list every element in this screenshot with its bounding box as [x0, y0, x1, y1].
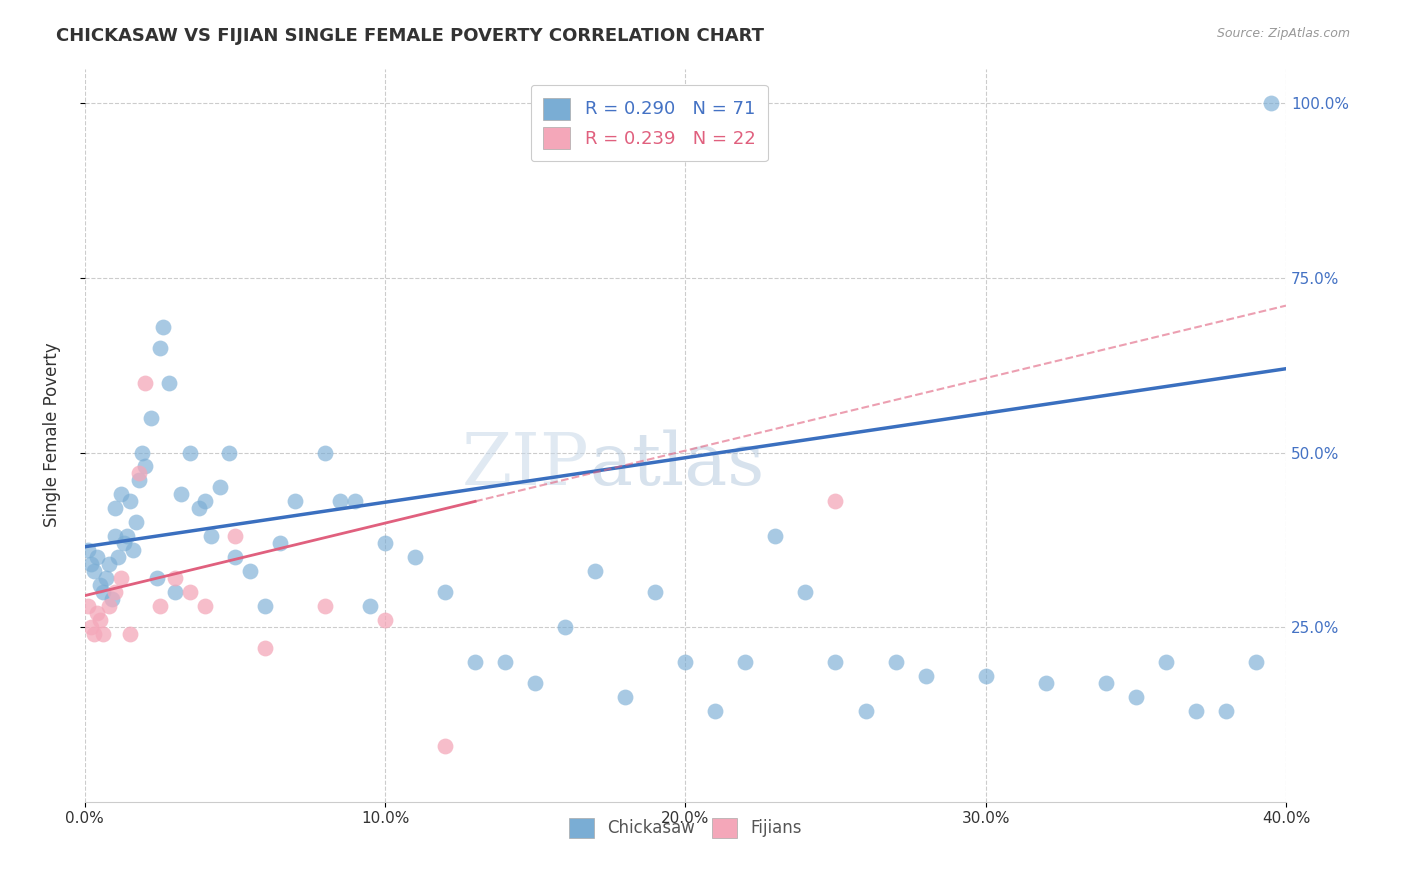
Point	[200, 529, 222, 543]
Point	[100, 592, 122, 607]
Point	[673, 655, 696, 669]
Legend: Chickasaw, Fijians: Chickasaw, Fijians	[562, 811, 808, 845]
Point	[554, 620, 576, 634]
Point	[89, 613, 111, 627]
Point	[253, 640, 276, 655]
Point	[218, 445, 240, 459]
Point	[208, 480, 231, 494]
Point	[104, 501, 127, 516]
Point	[374, 536, 396, 550]
Point	[97, 558, 120, 572]
Point	[134, 376, 156, 390]
Point	[128, 467, 150, 481]
Point	[284, 494, 307, 508]
Point	[89, 578, 111, 592]
Point	[704, 704, 727, 718]
Point	[734, 655, 756, 669]
Point	[269, 536, 291, 550]
Point	[974, 669, 997, 683]
Point	[914, 669, 936, 683]
Point	[855, 704, 877, 718]
Point	[314, 445, 336, 459]
Point	[464, 655, 486, 669]
Text: Source: ZipAtlas.com: Source: ZipAtlas.com	[1216, 27, 1350, 40]
Point	[434, 585, 457, 599]
Point	[179, 585, 201, 599]
Point	[146, 571, 169, 585]
Point	[91, 585, 114, 599]
Point	[1125, 690, 1147, 704]
Point	[170, 487, 193, 501]
Point	[434, 739, 457, 753]
Point	[239, 564, 262, 578]
Point	[884, 655, 907, 669]
Point	[614, 690, 637, 704]
Point	[149, 599, 172, 613]
Point	[253, 599, 276, 613]
Point	[115, 529, 138, 543]
Point	[107, 550, 129, 565]
Point	[1094, 676, 1116, 690]
Point	[824, 655, 846, 669]
Point	[644, 585, 666, 599]
Point	[139, 410, 162, 425]
Point	[83, 564, 105, 578]
Point	[524, 676, 547, 690]
Point	[1035, 676, 1057, 690]
Point	[94, 571, 117, 585]
Point	[134, 459, 156, 474]
Point	[118, 627, 141, 641]
Text: ZIP: ZIP	[461, 429, 589, 500]
Point	[1244, 655, 1267, 669]
Y-axis label: Single Female Poverty: Single Female Poverty	[44, 343, 60, 527]
Point	[1154, 655, 1177, 669]
Point	[583, 564, 606, 578]
Point	[404, 550, 426, 565]
Text: atlas: atlas	[589, 429, 765, 500]
Point	[224, 529, 246, 543]
Point	[1185, 704, 1208, 718]
Point	[343, 494, 366, 508]
Point	[118, 494, 141, 508]
Point	[149, 341, 172, 355]
Point	[1215, 704, 1237, 718]
Point	[152, 319, 174, 334]
Point	[80, 558, 103, 572]
Point	[194, 494, 217, 508]
Point	[76, 543, 98, 558]
Point	[179, 445, 201, 459]
Point	[224, 550, 246, 565]
Point	[110, 571, 132, 585]
Point	[314, 599, 336, 613]
Point	[329, 494, 352, 508]
Point	[86, 550, 108, 565]
Point	[83, 627, 105, 641]
Point	[765, 529, 787, 543]
Point	[194, 599, 217, 613]
Point	[76, 599, 98, 613]
Point	[104, 529, 127, 543]
Point	[86, 606, 108, 620]
Point	[187, 501, 209, 516]
Point	[97, 599, 120, 613]
Point	[794, 585, 817, 599]
Point	[157, 376, 180, 390]
Point	[125, 516, 148, 530]
Point	[824, 494, 846, 508]
Point	[359, 599, 381, 613]
Point	[163, 585, 186, 599]
Point	[121, 543, 143, 558]
Point	[104, 585, 127, 599]
Point	[128, 474, 150, 488]
Point	[91, 627, 114, 641]
Point	[163, 571, 186, 585]
Point	[131, 445, 153, 459]
Text: CHICKASAW VS FIJIAN SINGLE FEMALE POVERTY CORRELATION CHART: CHICKASAW VS FIJIAN SINGLE FEMALE POVERT…	[56, 27, 765, 45]
Point	[494, 655, 516, 669]
Point	[112, 536, 135, 550]
Point	[1260, 96, 1282, 111]
Point	[374, 613, 396, 627]
Point	[80, 620, 103, 634]
Point	[110, 487, 132, 501]
